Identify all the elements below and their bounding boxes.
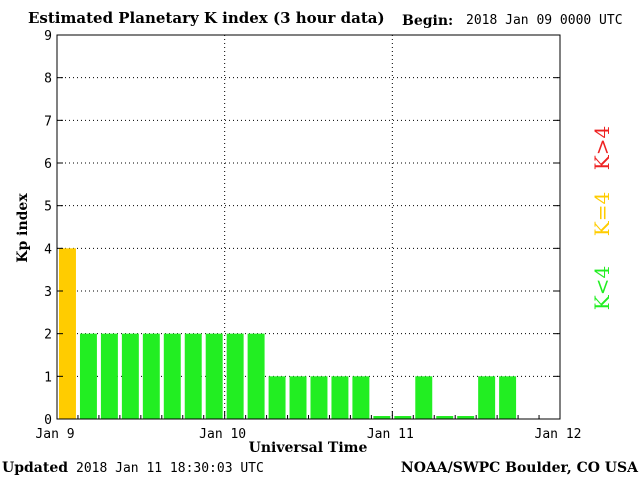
y-tick-label-1: 1: [44, 370, 52, 385]
bar-5: [163, 333, 181, 419]
y-tick-label-5: 5: [44, 200, 52, 215]
y-tick-label-7: 7: [44, 114, 52, 129]
bar-20: [478, 376, 496, 419]
chart-title: Estimated Planetary K index (3 hour data…: [28, 9, 385, 27]
y-tick-label-9: 9: [44, 29, 52, 44]
y-tick-label-3: 3: [44, 285, 52, 300]
x-tick-label-0: Jan 9: [35, 427, 74, 442]
bar-6: [184, 333, 202, 419]
updated-label: Updated: [2, 460, 69, 476]
y-tick-labels: 0 1 2 3 4 5 6 7 8 9: [44, 29, 52, 428]
x-tick-label-1: Jan 10: [199, 427, 246, 442]
bar-4: [142, 333, 160, 419]
legend-item-1: K=4: [590, 192, 614, 236]
legend: K<4 K=4 K>4: [590, 126, 614, 310]
bar-8: [226, 333, 244, 419]
bar-2: [100, 333, 118, 419]
bars: [59, 248, 517, 419]
bar-13: [331, 376, 349, 419]
begin-label: Begin:: [402, 13, 454, 29]
bar-9: [247, 333, 265, 419]
bar-1: [79, 333, 97, 419]
x-tick-labels: Jan 9 Jan 10 Jan 11 Jan 12: [35, 427, 581, 442]
bar-18: [436, 416, 454, 419]
bar-11: [289, 376, 307, 419]
y-tick-label-8: 8: [44, 72, 52, 87]
x-tick-label-3: Jan 12: [535, 427, 582, 442]
y-axis-title: Kp index: [15, 193, 31, 263]
bar-21: [499, 376, 517, 419]
bar-7: [205, 333, 223, 419]
y-tick-label-4: 4: [44, 242, 52, 257]
bar-15: [373, 416, 391, 419]
y-tick-label-0: 0: [44, 413, 52, 428]
updated-timestamp: 2018 Jan 11 18:30:03 UTC: [76, 461, 264, 476]
x-axis-title: Universal Time: [249, 440, 368, 456]
begin-value: 2018 Jan 09 0000 UTC: [466, 13, 623, 28]
legend-item-2: K>4: [590, 126, 614, 170]
y-tick-label-2: 2: [44, 328, 52, 343]
bar-16: [394, 416, 412, 419]
y-tick-label-6: 6: [44, 157, 52, 172]
legend-item-0: K<4: [590, 266, 614, 310]
x-tick-label-2: Jan 11: [367, 427, 414, 442]
bar-10: [268, 376, 286, 419]
bar-19: [457, 416, 475, 419]
plot-frame: [56, 34, 561, 420]
grid-lines: [57, 35, 560, 419]
bar-0: [59, 248, 76, 419]
bar-17: [415, 376, 433, 419]
credit-text: NOAA/SWPC Boulder, CO USA: [400, 460, 638, 476]
bar-3: [121, 333, 139, 419]
bar-12: [310, 376, 328, 419]
bar-14: [352, 376, 370, 419]
